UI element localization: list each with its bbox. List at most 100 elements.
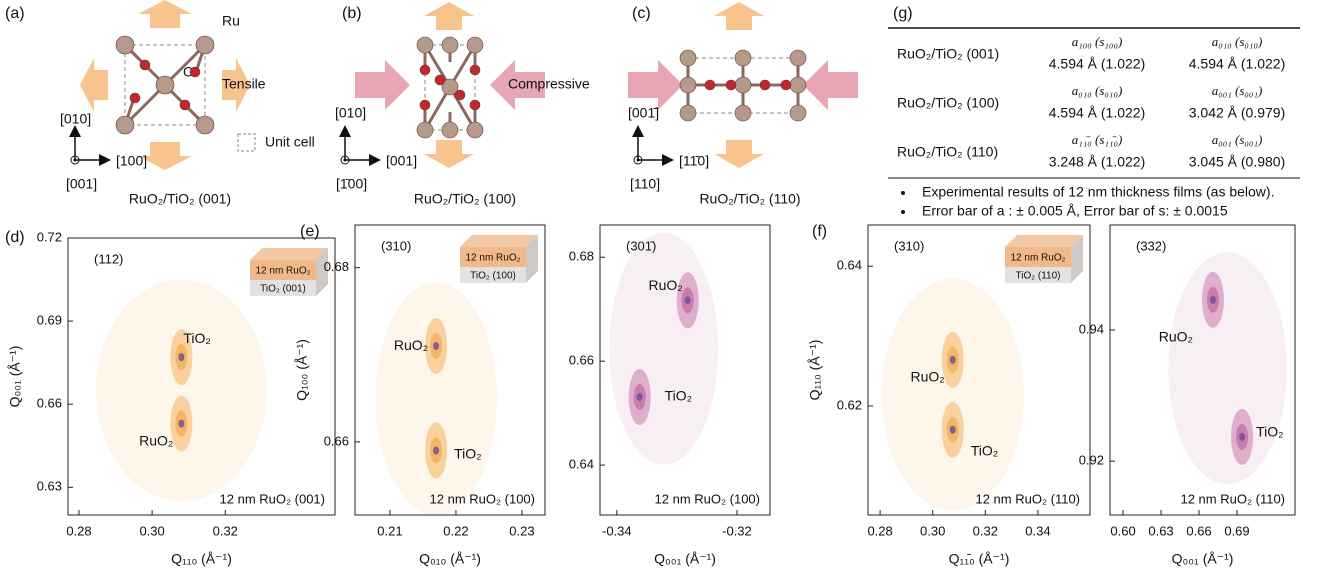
atom xyxy=(116,116,134,134)
strain-arrow xyxy=(355,60,410,110)
y-axis-label: Q₁₁₀ (Å⁻¹) xyxy=(807,340,823,401)
x-axis-label: Q₁₁̄₀ (Å⁻¹) xyxy=(949,551,1010,567)
table: (g) RuO₂/TiO₂ (001)a₁₀₀ (s₁₀₀)4.594 Å (1… xyxy=(888,5,1300,218)
inset-top xyxy=(1005,235,1083,247)
direction-label: [110] xyxy=(630,176,660,192)
y-tick-label: 0.72 xyxy=(37,229,62,244)
x-axis-label: Q₀₀₁ (Å⁻¹) xyxy=(654,551,716,567)
caption: RuO₂/TiO₂ (110) xyxy=(699,191,800,207)
film-label: 12 nm RuO₂ (110) xyxy=(975,491,1080,506)
atom xyxy=(735,105,751,121)
atom xyxy=(781,80,791,90)
inset-label: TiO₂ (001) xyxy=(260,284,306,295)
atom xyxy=(470,100,480,110)
x-tick-label: -0.34 xyxy=(602,523,632,538)
panel-letter: (b) xyxy=(342,5,362,22)
peak-label: RuO₂ xyxy=(648,277,682,293)
atom xyxy=(705,80,715,90)
direction-label: [11̄0] xyxy=(679,153,709,169)
panel-letter: (g) xyxy=(893,5,913,22)
diffuse-background xyxy=(1168,252,1286,484)
diffuse-background xyxy=(375,282,497,514)
y-axis-label: Q₁₀₀ (Å⁻¹) xyxy=(294,339,310,401)
panel-letter: (f) xyxy=(812,223,827,240)
strain-arrow xyxy=(80,58,108,112)
peak-center xyxy=(178,353,184,361)
film-label: 12 nm RuO₂ (110) xyxy=(1180,491,1285,506)
atom xyxy=(156,76,174,94)
y-tick-label: 0.68 xyxy=(324,259,349,274)
x-tick-label: 0.21 xyxy=(377,523,402,538)
panel-letter: (e) xyxy=(300,223,320,240)
panel-letter: (a) xyxy=(5,5,25,22)
x-tick-label: 0.30 xyxy=(139,523,164,538)
caption: RuO₂/TiO₂ (001) xyxy=(129,191,231,207)
rsm-plot: RuO₂TiO₂-0.34-0.320.640.660.68Q₀₀₁ (Å⁻¹)… xyxy=(569,225,770,567)
inset-label: 12 nm RuO₂ xyxy=(1010,253,1065,264)
x-tick-label: 0.34 xyxy=(1025,523,1050,538)
atom xyxy=(680,105,696,121)
cell-value: 4.594 Å (1.022) xyxy=(1049,56,1146,72)
atom xyxy=(735,77,751,93)
atom xyxy=(435,75,445,85)
note: Error bar of a : ± 0.005 Å, Error bar of… xyxy=(922,203,1228,219)
atom xyxy=(680,50,696,66)
diffuse-background xyxy=(882,279,1024,511)
direction-label: [100] xyxy=(116,153,147,169)
row-label: RuO₂/TiO₂ (110) xyxy=(897,144,998,160)
panel-letter: (c) xyxy=(632,5,651,22)
x-tick-label: 0.69 xyxy=(1224,523,1249,538)
atom xyxy=(442,122,458,138)
panel-letter: (d) xyxy=(5,229,25,246)
y-tick-label: 0.92 xyxy=(1079,453,1104,468)
cell-value: 3.042 Å (0.979) xyxy=(1189,105,1286,121)
y-tick-label: 0.66 xyxy=(324,433,349,448)
bullet xyxy=(901,210,905,214)
inset-label: TiO₂ (100) xyxy=(470,271,516,282)
reflection-label: (310) xyxy=(381,238,411,253)
x-tick-label: 0.32 xyxy=(213,523,238,538)
atom xyxy=(790,50,806,66)
x-tick-label: 0.28 xyxy=(867,523,892,538)
atom xyxy=(196,116,214,134)
x-tick-label: -0.32 xyxy=(722,523,752,538)
peak-label: RuO₂ xyxy=(394,337,428,353)
strain-arrow xyxy=(714,2,764,30)
x-tick-label: 0.28 xyxy=(66,523,91,538)
peak-center xyxy=(1239,433,1245,441)
atom xyxy=(417,122,433,138)
atom xyxy=(726,80,736,90)
symbol: a₀₀₁ (s₀₀₁) xyxy=(1212,83,1263,98)
y-tick-label: 0.63 xyxy=(37,479,62,494)
reflection-label: (112) xyxy=(94,251,123,266)
symbol: a₀₀₁ (s₀₀₁) xyxy=(1212,132,1263,147)
atom xyxy=(467,122,483,138)
peak-center xyxy=(950,356,956,364)
film-label: 12 nm RuO₂ (001) xyxy=(220,491,325,506)
x-tick-label: 0.22 xyxy=(443,523,468,538)
cell-value: 3.045 Å (0.980) xyxy=(1189,154,1286,170)
y-tick-label: 0.64 xyxy=(569,457,594,472)
atom xyxy=(140,60,150,70)
x-tick-label: 0.30 xyxy=(920,523,945,538)
figure: (a) Ru O Tensile Unit cell RuO₂/TiO₂ (00… xyxy=(0,0,1332,578)
atom xyxy=(467,37,483,53)
peak-label: TiO₂ xyxy=(665,388,692,404)
atom xyxy=(735,50,751,66)
x-axis-label: Q₀₀₁ (Å⁻¹) xyxy=(1172,551,1234,567)
peak-label: TiO₂ xyxy=(454,445,481,461)
peak-label: RuO₂ xyxy=(139,432,173,448)
atom xyxy=(790,77,806,93)
atom xyxy=(420,100,430,110)
row-label: RuO₂/TiO₂ (001) xyxy=(897,46,999,62)
inset-label: TiO₂ (110) xyxy=(1016,271,1061,282)
atom xyxy=(470,65,480,75)
y-tick-label: 0.66 xyxy=(569,353,594,368)
x-tick-label: 0.63 xyxy=(1148,523,1173,538)
cell-value: 4.594 Å (1.022) xyxy=(1049,105,1146,121)
peak-label: TiO₂ xyxy=(183,330,210,346)
film-label: 12 nm RuO₂ (100) xyxy=(655,491,760,506)
